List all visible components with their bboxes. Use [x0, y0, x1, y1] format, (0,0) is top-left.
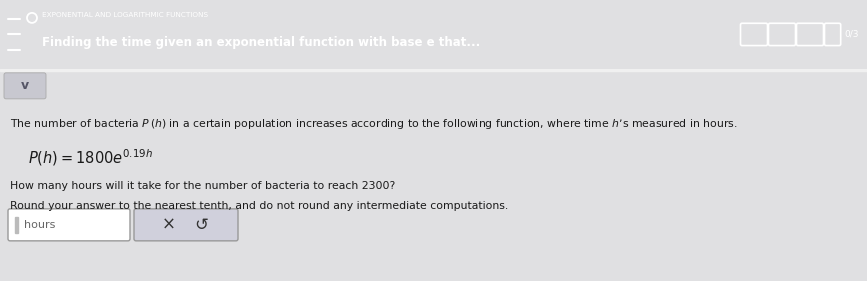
Text: hours: hours [24, 220, 55, 230]
Text: EXPONENTIAL AND LOGARITHMIC FUNCTIONS: EXPONENTIAL AND LOGARITHMIC FUNCTIONS [42, 12, 208, 18]
FancyBboxPatch shape [8, 209, 130, 241]
Text: How many hours will it take for the number of bacteria to reach 2300?: How many hours will it take for the numb… [10, 181, 395, 191]
Text: The number of bacteria $P\,(h)$ in a certain population increases according to t: The number of bacteria $P\,(h)$ in a cer… [10, 117, 738, 131]
Text: ×: × [162, 216, 176, 234]
Text: Finding the time given an exponential function with base e that...: Finding the time given an exponential fu… [42, 36, 480, 49]
FancyBboxPatch shape [134, 209, 238, 241]
Bar [15, 217, 18, 233]
Text: v: v [21, 79, 29, 92]
Text: Round your answer to the nearest tenth, and do not round any intermediate comput: Round your answer to the nearest tenth, … [10, 201, 508, 211]
Bar [0, 69, 867, 71]
FancyBboxPatch shape [4, 73, 46, 99]
Text: $P(h)=1800e^{0.19h}$: $P(h)=1800e^{0.19h}$ [28, 147, 153, 167]
Text: 0/3: 0/3 [844, 30, 858, 39]
Text: ↺: ↺ [194, 216, 208, 234]
